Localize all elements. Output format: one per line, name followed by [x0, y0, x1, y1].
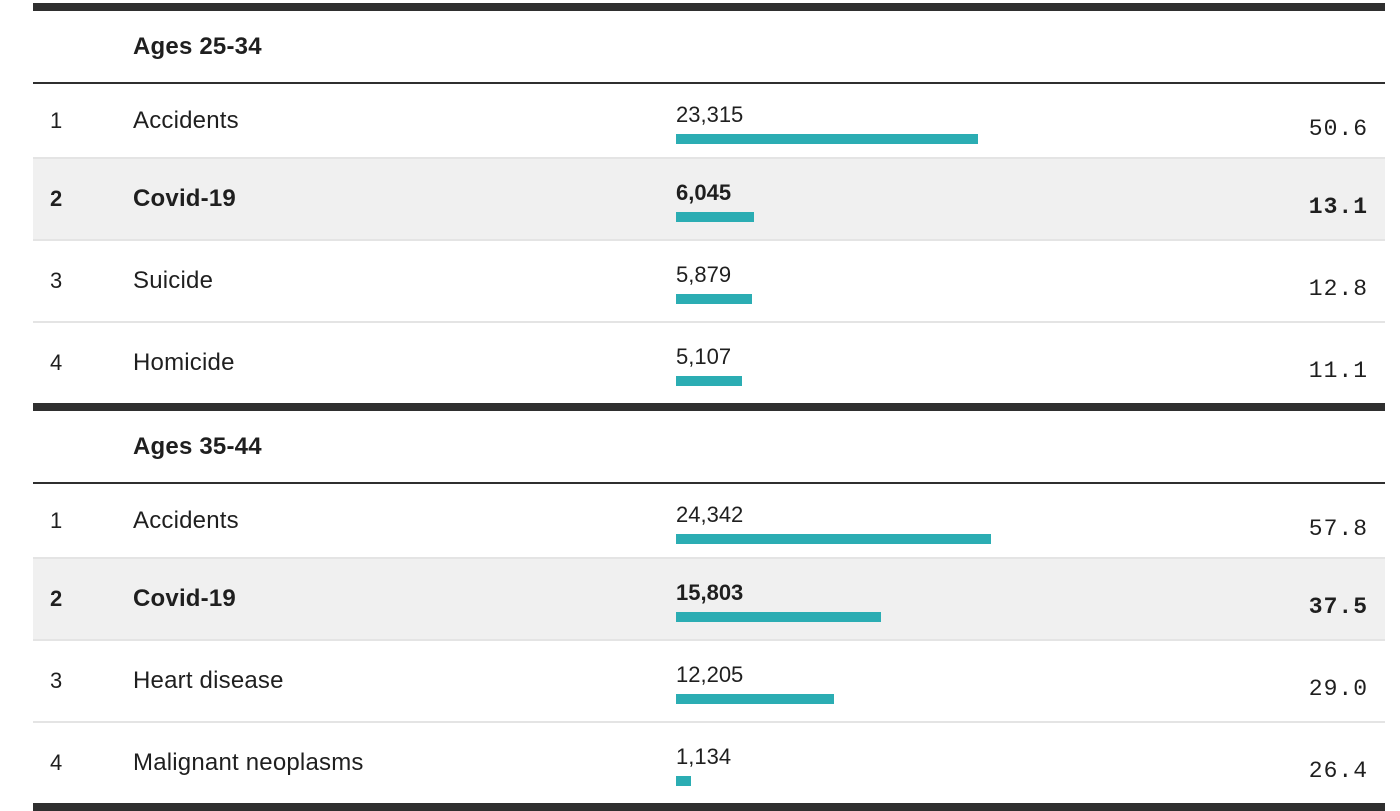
- rate-cell: 29.0: [1308, 676, 1368, 702]
- rank-cell: 4: [50, 750, 63, 775]
- rate-cell: 12.8: [1308, 276, 1368, 302]
- deaths-value: 1,134: [676, 744, 732, 769]
- table-row: 2 Covid-19 15,803 37.5: [33, 557, 1385, 639]
- section-header-rule: [33, 82, 1385, 84]
- deaths-cell: 12,205: [676, 658, 1309, 704]
- deaths-value: 23,315: [676, 101, 744, 127]
- section-title: Ages 35-44: [133, 432, 262, 460]
- rank-cell: 1: [50, 507, 63, 533]
- section-title: Ages 25-34: [133, 32, 262, 60]
- deaths-cell: 5,879: [676, 258, 1309, 304]
- deaths-value: 5,107: [676, 344, 732, 369]
- rate-cell: 57.8: [1308, 515, 1368, 542]
- deaths-cell: 23,315: [676, 98, 1309, 144]
- cause-cell: Suicide: [133, 267, 214, 294]
- section-top-rule: [33, 403, 1385, 411]
- rate-cell: 11.1: [1308, 358, 1368, 384]
- section-top-rule: [33, 3, 1385, 11]
- deaths-value: 5,879: [676, 262, 732, 287]
- deaths-value: 6,045: [676, 180, 732, 205]
- cause-cell: Accidents: [133, 506, 239, 534]
- rank-cell: 4: [50, 350, 63, 375]
- rank-cell: 1: [50, 107, 63, 133]
- rank-cell: 2: [50, 586, 63, 611]
- rank-cell: 3: [50, 668, 63, 693]
- deaths-cell: 6,045: [676, 176, 1309, 222]
- rate-cell: 37.5: [1308, 594, 1368, 620]
- table-bottom-rule: [33, 803, 1385, 811]
- deaths-bar: [676, 294, 752, 304]
- deaths-bar: [676, 212, 754, 222]
- rank-cell: 3: [50, 268, 63, 293]
- table-row: 1 Accidents 23,315 50.6: [33, 84, 1385, 157]
- deaths-bar: [676, 776, 691, 786]
- rank-cell: 2: [50, 186, 63, 211]
- table-row: 3 Suicide 5,879 12.8: [33, 239, 1385, 321]
- cause-cell: Accidents: [133, 106, 239, 134]
- section-header-rule: [33, 482, 1385, 484]
- deaths-bar: [676, 133, 978, 144]
- deaths-cell: 1,134: [676, 740, 1309, 786]
- cause-cell: Heart disease: [133, 667, 284, 694]
- deaths-cell: 24,342: [676, 498, 1309, 544]
- section-ages-25-34: Ages 25-34 1 Accidents 23,315 50.6 2 Cov…: [33, 3, 1385, 403]
- deaths-value: 15,803: [676, 580, 744, 605]
- cause-cell: Homicide: [133, 349, 235, 376]
- deaths-cell: 15,803: [676, 576, 1309, 622]
- rate-cell: 13.1: [1308, 194, 1368, 220]
- rate-cell: 50.6: [1308, 115, 1368, 142]
- section-ages-35-44: Ages 35-44 1 Accidents 24,342 57.8 2 Cov…: [33, 403, 1385, 803]
- table-row: 4 Malignant neoplasms 1,134 26.4: [33, 721, 1385, 803]
- ranked-causes-table: Ages 25-34 1 Accidents 23,315 50.6 2 Cov…: [33, 3, 1385, 811]
- deaths-bar: [676, 533, 991, 544]
- deaths-value: 12,205: [676, 662, 744, 687]
- cause-cell: Malignant neoplasms: [133, 749, 364, 776]
- deaths-value: 24,342: [676, 501, 744, 527]
- rate-cell: 26.4: [1308, 758, 1368, 784]
- table-row: 2 Covid-19 6,045 13.1: [33, 157, 1385, 239]
- deaths-cell: 5,107: [676, 340, 1309, 386]
- deaths-bar: [676, 376, 742, 386]
- cause-cell: Covid-19: [133, 185, 236, 212]
- deaths-bar: [676, 612, 881, 622]
- cause-cell: Covid-19: [133, 585, 236, 612]
- table-row: 3 Heart disease 12,205 29.0: [33, 639, 1385, 721]
- table-row: 4 Homicide 5,107 11.1: [33, 321, 1385, 403]
- deaths-bar: [676, 694, 834, 704]
- table-row: 1 Accidents 24,342 57.8: [33, 484, 1385, 557]
